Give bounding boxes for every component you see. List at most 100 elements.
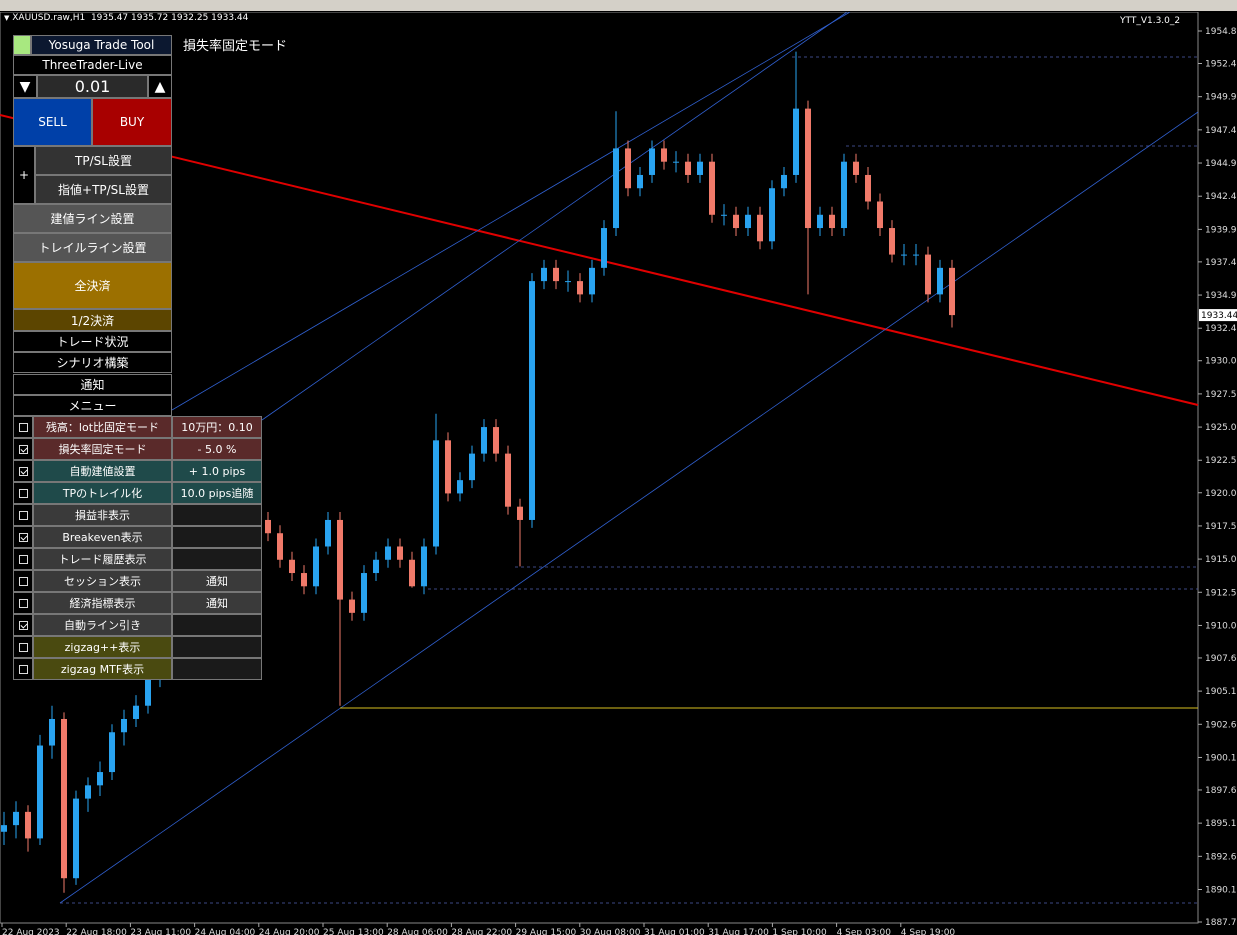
- lot-down[interactable]: ▼: [13, 75, 37, 98]
- checkbox-cell[interactable]: [13, 614, 33, 636]
- checkbox-cell[interactable]: [13, 570, 33, 592]
- x-tick-label: 24 Aug 04:00: [195, 928, 256, 935]
- checkbox-cell[interactable]: [13, 658, 33, 680]
- setting-value[interactable]: 10.0 pips追随: [172, 482, 262, 504]
- setting-value[interactable]: 通知: [172, 570, 262, 592]
- menu-arrow[interactable]: ▼: [4, 14, 10, 22]
- candle-body: [277, 533, 283, 560]
- checkbox[interactable]: [19, 445, 28, 454]
- checkbox-cell[interactable]: [13, 592, 33, 614]
- y-tick-label: 1932.45: [1205, 324, 1237, 334]
- checkbox[interactable]: [19, 467, 28, 476]
- y-tick-label: 1905.10: [1205, 687, 1237, 697]
- setting-value[interactable]: 通知: [172, 592, 262, 614]
- candle-body: [337, 519, 343, 600]
- price-axis: 1954.85 1952.40 1949.90 1947.40 1944.90 1942.…: [1, 27, 1237, 935]
- checkbox-cell[interactable]: [13, 460, 33, 482]
- candle-body: [409, 559, 415, 587]
- checkbox[interactable]: [19, 577, 28, 586]
- candle-body: [949, 267, 955, 316]
- close-all-button[interactable]: 全決済: [13, 262, 172, 309]
- candle-body: [445, 440, 451, 494]
- checkbox[interactable]: [19, 555, 28, 564]
- checkbox[interactable]: [19, 511, 28, 520]
- checkbox[interactable]: [19, 643, 28, 652]
- lot-size[interactable]: 0.01: [37, 75, 148, 98]
- checkbox-cell[interactable]: [13, 438, 33, 460]
- close-half-button[interactable]: 1/2決済: [13, 309, 172, 331]
- candle-body: [517, 506, 523, 520]
- sell-button[interactable]: SELL: [13, 98, 92, 146]
- menu-item[interactable]: トレード状況: [13, 331, 172, 352]
- checkbox[interactable]: [19, 489, 28, 498]
- y-tick-label: 1890.15: [1205, 885, 1237, 895]
- candle-body: [697, 161, 703, 175]
- checkbox[interactable]: [19, 423, 28, 432]
- lot-up[interactable]: ▲: [148, 75, 172, 98]
- menu-item[interactable]: シナリオ構築: [13, 352, 172, 374]
- setting-label[interactable]: 自動建値設置: [33, 460, 172, 482]
- ohlc: 1935.47 1935.72 1932.25 1933.44: [90, 13, 249, 23]
- menu-item[interactable]: 通知: [13, 373, 172, 395]
- expand-button[interactable]: +: [13, 146, 35, 204]
- setting-label[interactable]: トレード履歴表示: [33, 548, 172, 570]
- checkbox-cell[interactable]: [13, 636, 33, 658]
- setting-value[interactable]: + 1.0 pips: [172, 460, 262, 482]
- candle-body: [625, 148, 631, 189]
- setting-value[interactable]: 10万円：0.10: [172, 416, 262, 438]
- setting-label[interactable]: TPのトレイル化: [33, 482, 172, 504]
- setting-label[interactable]: 損益非表示: [33, 504, 172, 526]
- menu-item[interactable]: メニュー: [13, 394, 172, 416]
- candle-body: [325, 519, 331, 547]
- y-tick-label: 1920.05: [1205, 489, 1237, 499]
- candle-body: [781, 174, 787, 189]
- candle-body: [577, 281, 583, 295]
- tpsl-button[interactable]: TP/SL設置: [35, 146, 172, 175]
- entry-line-button[interactable]: 建値ライン設置: [13, 204, 172, 233]
- candle-body: [685, 161, 691, 175]
- candle-body: [301, 573, 307, 587]
- setting-value[interactable]: - 5.0 %: [172, 438, 262, 460]
- setting-label[interactable]: セッション表示: [33, 570, 172, 592]
- y-tick-label: 1927.50: [1205, 390, 1237, 400]
- channel-line: [59, 111, 1199, 904]
- candle-body: [361, 573, 367, 613]
- setting-label[interactable]: 経済指標表示: [33, 592, 172, 614]
- y-tick-label: 1910.05: [1205, 621, 1237, 631]
- setting-value: [172, 526, 262, 548]
- setting-label[interactable]: zigzag MTF表示: [33, 658, 172, 680]
- setting-label[interactable]: zigzag++表示: [33, 636, 172, 658]
- x-tick-label: 1 Sep 10:00: [772, 928, 827, 935]
- y-tick-label: 1917.55: [1205, 522, 1237, 532]
- setting-label[interactable]: 残高：lot比固定モード: [33, 416, 172, 438]
- candle-body: [313, 546, 319, 587]
- x-tick-label: 31 Aug 01:00: [644, 928, 705, 935]
- checkbox-cell[interactable]: [13, 482, 33, 504]
- setting-label[interactable]: 損失率固定モード: [33, 438, 172, 460]
- candle-body: [649, 148, 655, 175]
- candle-body: [13, 811, 19, 826]
- setting-label[interactable]: Breakeven表示: [33, 526, 172, 548]
- checkbox-cell[interactable]: [13, 526, 33, 548]
- checkbox-cell[interactable]: [13, 504, 33, 526]
- y-tick-label: 1887.70: [1205, 918, 1237, 928]
- channel-line: [171, 12, 851, 411]
- candle-body: [121, 718, 127, 733]
- y-tick-label: 1922.50: [1205, 456, 1237, 466]
- y-tick-label: 1900.10: [1205, 753, 1237, 763]
- limit-tpsl-button[interactable]: 指値+TP/SL設置: [35, 175, 172, 204]
- y-tick-label: 1930.00: [1205, 357, 1237, 367]
- setting-label[interactable]: 自動ライン引き: [33, 614, 172, 636]
- y-tick-label: 1949.90: [1205, 93, 1237, 103]
- checkbox[interactable]: [19, 621, 28, 630]
- mode-label: 損失率固定モード: [183, 39, 288, 54]
- checkbox[interactable]: [19, 599, 28, 608]
- checkbox[interactable]: [19, 665, 28, 674]
- checkbox[interactable]: [19, 533, 28, 542]
- buy-button[interactable]: BUY: [92, 98, 172, 146]
- setting-value: [172, 504, 262, 526]
- trail-line-button[interactable]: トレイルライン設置: [13, 233, 172, 262]
- checkbox-cell[interactable]: [13, 416, 33, 438]
- candle-body: [505, 453, 511, 507]
- checkbox-cell[interactable]: [13, 548, 33, 570]
